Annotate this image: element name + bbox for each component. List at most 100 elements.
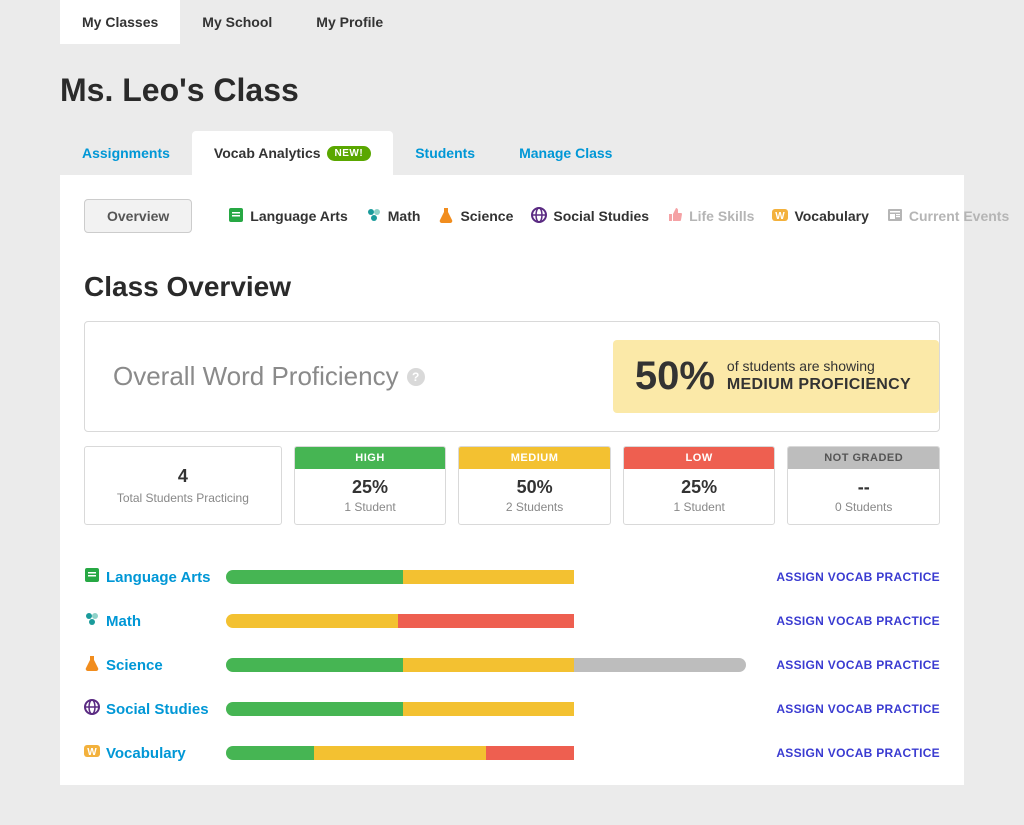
stat-card-not-graded: NOT GRADED -- 0 Students bbox=[787, 446, 940, 525]
subject-row-label[interactable]: Social Studies bbox=[84, 699, 212, 719]
subject-filter-vocabulary[interactable]: WVocabulary bbox=[772, 207, 868, 226]
subject-filter-science[interactable]: Science bbox=[438, 207, 513, 226]
proficiency-bar bbox=[226, 746, 746, 760]
banner-text: of students are showing MEDIUM PROFICIEN… bbox=[727, 358, 911, 396]
overall-proficiency-card: Overall Word Proficiency ? 50% of studen… bbox=[84, 321, 940, 432]
bar-segment-green bbox=[226, 570, 403, 584]
top-tab-my-profile[interactable]: My Profile bbox=[294, 0, 405, 44]
subject-row-social-studies: Social Studies ASSIGN VOCAB PRACTICE bbox=[84, 687, 940, 731]
banner-line1: of students are showing bbox=[727, 358, 911, 376]
overview-button[interactable]: Overview bbox=[84, 199, 192, 233]
stat-sub: 1 Student bbox=[624, 500, 775, 514]
thumbs-icon bbox=[667, 207, 683, 226]
subject-filter-social-studies[interactable]: Social Studies bbox=[531, 207, 649, 226]
subject-row-science: Science ASSIGN VOCAB PRACTICE bbox=[84, 643, 940, 687]
banner-line2: MEDIUM PROFICIENCY bbox=[727, 375, 911, 395]
sub-tab-assignments[interactable]: Assignments bbox=[60, 131, 192, 175]
stat-pct: -- bbox=[788, 477, 939, 498]
subject-row-label-text: Vocabulary bbox=[106, 745, 186, 762]
proficiency-bar bbox=[226, 570, 746, 584]
stat-body: 25% 1 Student bbox=[295, 469, 446, 524]
subject-row-vocabulary: W Vocabulary ASSIGN VOCAB PRACTICE bbox=[84, 731, 940, 775]
assign-vocab-link[interactable]: ASSIGN VOCAB PRACTICE bbox=[776, 658, 940, 672]
analytics-panel: Overview Language Arts Math Science Social S… bbox=[60, 175, 964, 785]
stat-sub: 1 Student bbox=[295, 500, 446, 514]
subject-filter-label: Math bbox=[388, 208, 421, 224]
stat-card-medium: MEDIUM 50% 2 Students bbox=[458, 446, 611, 525]
overall-proficiency-title: Overall Word Proficiency ? bbox=[113, 361, 425, 392]
stat-card-high: HIGH 25% 1 Student bbox=[294, 446, 447, 525]
w-icon: W bbox=[772, 207, 788, 226]
top-tabs-bar: My ClassesMy SchoolMy Profile bbox=[0, 0, 1024, 44]
subject-row-math: Math ASSIGN VOCAB PRACTICE bbox=[84, 599, 940, 643]
globe-icon bbox=[531, 207, 547, 226]
subject-row-label[interactable]: Science bbox=[84, 655, 212, 675]
bar-segment-green bbox=[226, 702, 403, 716]
subject-filter-life-skills[interactable]: Life Skills bbox=[667, 207, 754, 226]
proficiency-banner: 50% of students are showing MEDIUM PROFI… bbox=[613, 340, 939, 413]
flask-icon bbox=[84, 655, 100, 675]
subject-filter-label: Science bbox=[460, 208, 513, 224]
total-num: 4 bbox=[85, 466, 281, 487]
subject-filter-label: Language Arts bbox=[250, 208, 348, 224]
owp-title-text: Overall Word Proficiency bbox=[113, 361, 399, 392]
svg-text:W: W bbox=[87, 747, 97, 758]
sub-tab-manage-class[interactable]: Manage Class bbox=[497, 131, 634, 175]
new-badge: NEW! bbox=[327, 146, 372, 161]
stat-row: 4 Total Students Practicing HIGH 25% 1 St… bbox=[60, 446, 964, 549]
bar-segment-yellow bbox=[226, 614, 398, 628]
book-icon bbox=[228, 207, 244, 226]
svg-text:W: W bbox=[776, 211, 786, 222]
globe-icon bbox=[84, 699, 100, 719]
bar-segment-yellow bbox=[403, 658, 575, 672]
stat-head: HIGH bbox=[295, 447, 446, 469]
subject-filter-language-arts[interactable]: Language Arts bbox=[228, 207, 348, 226]
subject-row-label[interactable]: Language Arts bbox=[84, 567, 212, 587]
subject-row-label-text: Science bbox=[106, 657, 163, 674]
page-title: Ms. Leo's Class bbox=[60, 44, 964, 131]
top-tab-my-school[interactable]: My School bbox=[180, 0, 294, 44]
bar-segment-yellow bbox=[403, 702, 575, 716]
bar-segment-red bbox=[398, 614, 575, 628]
subject-row-label[interactable]: Math bbox=[84, 611, 212, 631]
assign-vocab-link[interactable]: ASSIGN VOCAB PRACTICE bbox=[776, 746, 940, 760]
stat-head: NOT GRADED bbox=[788, 447, 939, 469]
subject-filter-math[interactable]: Math bbox=[366, 207, 421, 226]
sub-tabs-bar: AssignmentsVocab AnalyticsNEW!StudentsMa… bbox=[60, 131, 964, 175]
stat-pct: 25% bbox=[624, 477, 775, 498]
dots-icon bbox=[366, 207, 382, 226]
subject-filter-bar: Overview Language Arts Math Science Social S… bbox=[60, 199, 964, 253]
stat-body: 25% 1 Student bbox=[624, 469, 775, 524]
stat-body: 50% 2 Students bbox=[459, 469, 610, 524]
stat-body: -- 0 Students bbox=[788, 469, 939, 524]
subject-row-label-text: Language Arts bbox=[106, 569, 210, 586]
stat-head: LOW bbox=[624, 447, 775, 469]
total-label: Total Students Practicing bbox=[85, 491, 281, 505]
bar-segment-red bbox=[486, 746, 574, 760]
assign-vocab-link[interactable]: ASSIGN VOCAB PRACTICE bbox=[776, 702, 940, 716]
section-title: Class Overview bbox=[60, 253, 964, 321]
sub-tab-students[interactable]: Students bbox=[393, 131, 497, 175]
assign-vocab-link[interactable]: ASSIGN VOCAB PRACTICE bbox=[776, 614, 940, 628]
stat-card-low: LOW 25% 1 Student bbox=[623, 446, 776, 525]
subject-row-label-text: Social Studies bbox=[106, 701, 209, 718]
subject-row-label-text: Math bbox=[106, 613, 141, 630]
top-tab-my-classes[interactable]: My Classes bbox=[60, 0, 180, 44]
banner-percent: 50% bbox=[635, 354, 715, 399]
sub-tab-vocab-analytics[interactable]: Vocab AnalyticsNEW! bbox=[192, 131, 393, 175]
book-icon bbox=[84, 567, 100, 587]
proficiency-bar bbox=[226, 614, 746, 628]
subject-filter-label: Life Skills bbox=[689, 208, 754, 224]
proficiency-bar bbox=[226, 658, 746, 672]
assign-vocab-link[interactable]: ASSIGN VOCAB PRACTICE bbox=[776, 570, 940, 584]
subject-row-language-arts: Language Arts ASSIGN VOCAB PRACTICE bbox=[84, 555, 940, 599]
bar-segment-green bbox=[226, 658, 403, 672]
stat-sub: 0 Students bbox=[788, 500, 939, 514]
subject-row-label[interactable]: W Vocabulary bbox=[84, 743, 212, 763]
total-students-card: 4 Total Students Practicing bbox=[84, 446, 282, 525]
bar-segment-gray bbox=[574, 658, 746, 672]
help-icon[interactable]: ? bbox=[407, 368, 425, 386]
stat-head: MEDIUM bbox=[459, 447, 610, 469]
stat-pct: 25% bbox=[295, 477, 446, 498]
subject-filter-current-events[interactable]: Current Events bbox=[887, 207, 1009, 226]
